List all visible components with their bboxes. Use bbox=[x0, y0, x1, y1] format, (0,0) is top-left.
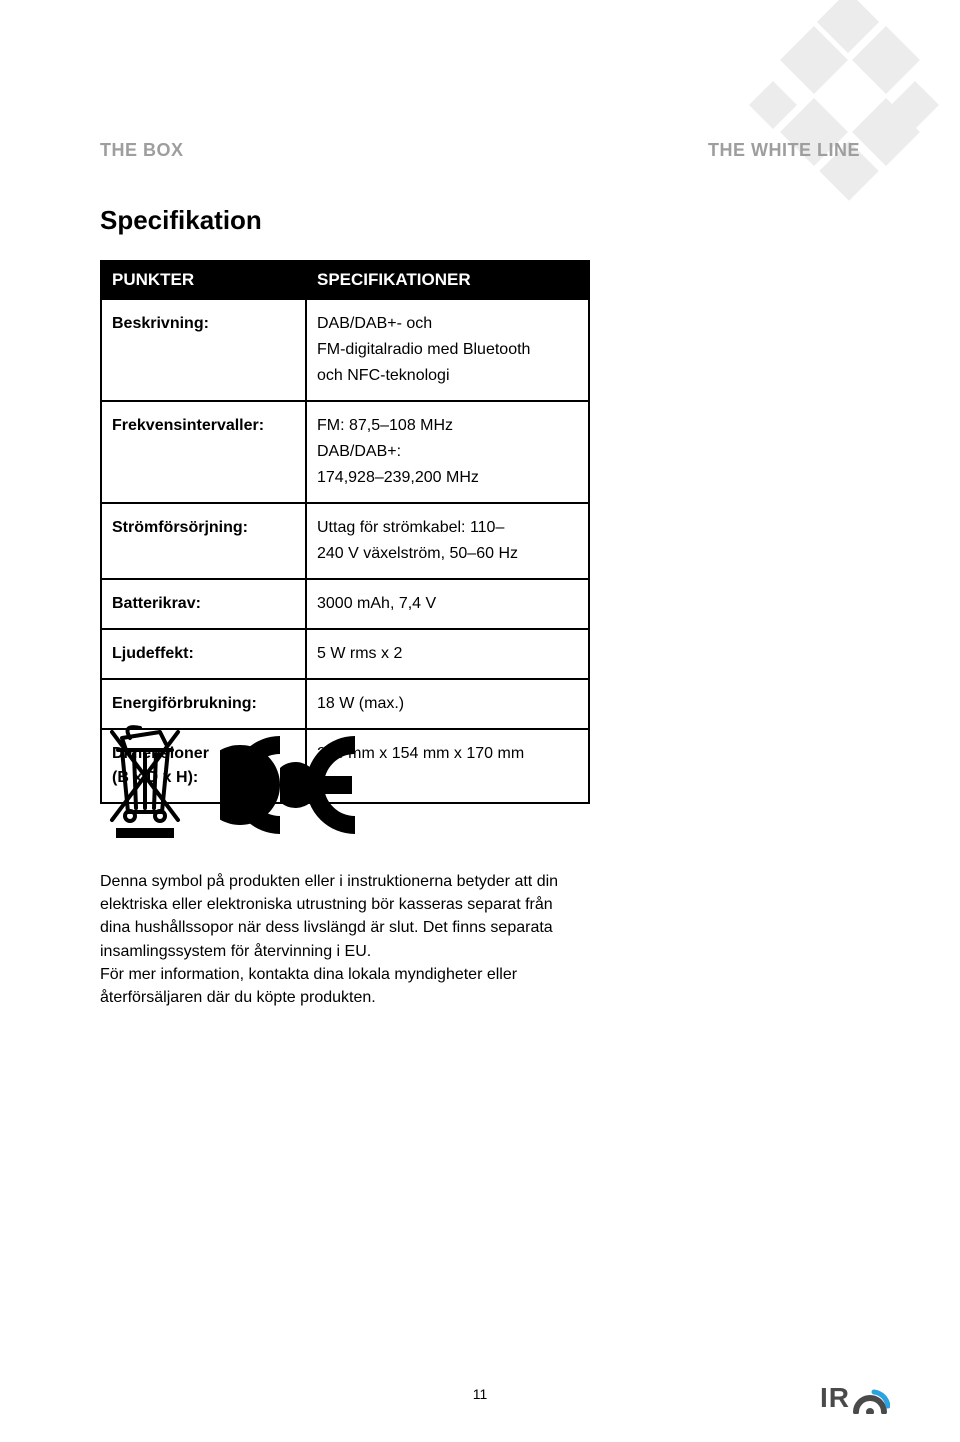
spec-value: DAB/DAB+- och FM-digitalradio med Blueto… bbox=[306, 299, 589, 401]
table-row: Ljudeffekt: 5 W rms x 2 bbox=[101, 629, 589, 679]
table-row: Frekvensintervaller: FM: 87,5–108 MHz DA… bbox=[101, 401, 589, 503]
weee-icon bbox=[100, 720, 190, 845]
disposal-notice: Denna symbol på produkten eller i instru… bbox=[100, 870, 570, 1009]
table-row: Strömförsörjning: Uttag för strömkabel: … bbox=[101, 503, 589, 579]
page-header-right: THE WHITE LINE bbox=[708, 140, 860, 161]
logo-mark-icon bbox=[852, 1382, 890, 1414]
logo-text: IR bbox=[820, 1382, 850, 1414]
spec-label: Ljudeffekt: bbox=[101, 629, 306, 679]
spec-label: Frekvensintervaller: bbox=[101, 401, 306, 503]
spec-value: 3000 mAh, 7,4 V bbox=[306, 579, 589, 629]
table-row: Beskrivning: DAB/DAB+- och FM-digitalrad… bbox=[101, 299, 589, 401]
section-title: Specifikation bbox=[100, 205, 262, 236]
ce-mark-icon bbox=[220, 730, 370, 845]
brand-logo: IR bbox=[820, 1382, 890, 1414]
spec-label: Batterikrav: bbox=[101, 579, 306, 629]
table-head-col1: PUNKTER bbox=[101, 261, 306, 299]
spec-value: FM: 87,5–108 MHz DAB/DAB+: 174,928–239,2… bbox=[306, 401, 589, 503]
spec-value: Uttag för strömkabel: 110– 240 V växelst… bbox=[306, 503, 589, 579]
table-head-col2: SPECIFIKATIONER bbox=[306, 261, 589, 299]
table-row: Batterikrav: 3000 mAh, 7,4 V bbox=[101, 579, 589, 629]
spec-label: Beskrivning: bbox=[101, 299, 306, 401]
page-number: 11 bbox=[0, 1386, 960, 1402]
spec-label: Strömförsörjning: bbox=[101, 503, 306, 579]
decorative-pattern bbox=[730, 0, 930, 190]
page-header-left: THE BOX bbox=[100, 140, 184, 161]
spec-value: 5 W rms x 2 bbox=[306, 629, 589, 679]
